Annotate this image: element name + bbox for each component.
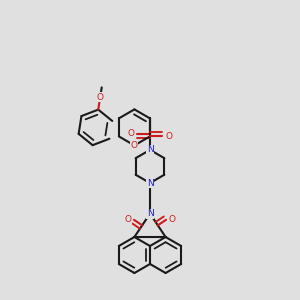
- Text: N: N: [147, 209, 153, 218]
- Text: O: O: [128, 129, 134, 138]
- Text: N: N: [147, 178, 153, 188]
- Text: N: N: [147, 146, 153, 154]
- Text: O: O: [97, 93, 104, 102]
- Text: O: O: [169, 215, 176, 224]
- Text: O: O: [131, 141, 138, 150]
- Text: O: O: [165, 132, 172, 141]
- Text: O: O: [124, 215, 131, 224]
